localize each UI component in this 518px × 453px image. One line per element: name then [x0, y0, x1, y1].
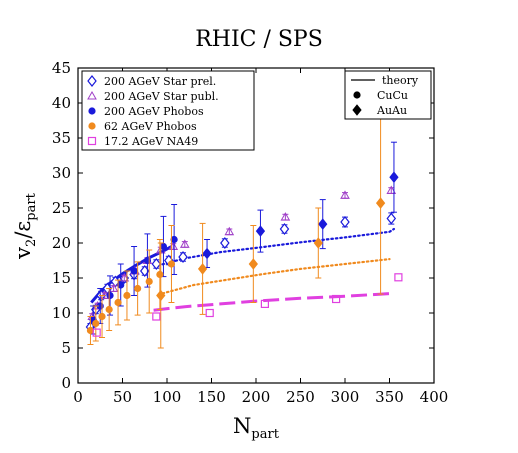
point-auau — [313, 237, 323, 249]
legend-box — [81, 70, 255, 151]
y-tick-label: 40 — [52, 94, 71, 112]
y-tick-label: 10 — [52, 304, 71, 322]
point-na49 — [260, 299, 269, 308]
axis-ticks: 0 50 100 150 200 250 300 350 400 0 5 10 15 20 25 30 35 40… — [52, 59, 448, 406]
legend-theory: theory CuCu AuAu — [344, 70, 432, 120]
point-auau — [156, 289, 166, 302]
theory-curves — [90, 227, 395, 312]
point-star-prel — [87, 75, 97, 87]
point-auau — [255, 225, 266, 237]
point-circle — [170, 235, 178, 244]
point-star-publ — [280, 212, 291, 221]
point-na49 — [205, 308, 214, 318]
point-star-prel — [178, 251, 188, 263]
point-na49 — [92, 328, 101, 337]
point-circle — [88, 107, 96, 115]
point-circle — [143, 256, 152, 265]
point-star-publ — [119, 272, 130, 282]
point-circle — [98, 312, 106, 321]
point-star-prel — [340, 216, 350, 228]
legend-label: 200 AGeV Star prel. — [104, 75, 216, 88]
point-na49 — [152, 312, 161, 321]
point-circle — [130, 267, 138, 275]
point-star-prel — [386, 212, 397, 225]
point-circle — [134, 284, 142, 293]
point-circle — [353, 91, 361, 99]
point-auau — [318, 218, 328, 230]
x-tick-label: 50 — [113, 388, 132, 406]
point-star-publ — [340, 190, 350, 199]
point-circle — [159, 242, 168, 251]
legend-label: 200 AGeV Star publ. — [104, 90, 219, 103]
point-na49 — [87, 136, 97, 146]
point-auau — [389, 171, 399, 184]
point-star-prel — [220, 237, 230, 249]
point-star-prel — [279, 223, 290, 235]
legend-theory-label: CuCu — [377, 89, 408, 102]
point-auau — [375, 197, 386, 209]
point-star-publ — [224, 226, 235, 236]
theory-curve — [157, 227, 395, 267]
point-circle — [106, 291, 114, 300]
legend: 200 AGeV Star prel. 200 AGeV Star publ. 20… — [81, 70, 255, 151]
point-circle — [105, 305, 113, 314]
point-circle — [145, 277, 153, 286]
x-tick-label: 0 — [73, 388, 83, 406]
data-marks — [85, 111, 403, 349]
point-auau — [202, 247, 212, 260]
x-tick-label: 400 — [420, 388, 449, 406]
point-circle — [117, 281, 125, 289]
legend-theory-label: AuAu — [376, 104, 407, 117]
x-tick-label: 100 — [153, 388, 182, 406]
y-tick-label: 5 — [61, 339, 71, 357]
x-axis-label: Npart — [233, 414, 280, 442]
point-star-publ — [87, 90, 97, 100]
point-circle — [92, 319, 100, 328]
y-tick-label: 45 — [52, 59, 71, 77]
y-tick-label: 0 — [61, 374, 71, 392]
point-na49 — [394, 273, 403, 282]
point-auau — [352, 104, 362, 116]
y-axis-label: v2/εpart — [11, 192, 39, 259]
point-circle — [88, 122, 96, 130]
legend-label: 17.2 AGeV NA49 — [104, 135, 198, 148]
y-tick-label: 15 — [52, 269, 71, 287]
x-tick-label: 200 — [242, 388, 271, 406]
point-na49 — [332, 294, 341, 304]
point-circle — [114, 298, 122, 307]
x-tick-label: 350 — [375, 388, 404, 406]
point-star-publ — [179, 239, 190, 248]
point-auau — [197, 263, 208, 275]
point-auau — [248, 258, 258, 270]
chart-title: RHIC / SPS — [195, 27, 323, 52]
point-circle — [86, 326, 95, 335]
point-star-prel — [151, 258, 162, 270]
y-tick-label: 30 — [52, 164, 71, 182]
point-circle — [123, 291, 131, 300]
theory-curve — [161, 258, 391, 295]
legend-label: 62 AGeV Phobos — [104, 120, 197, 133]
y-tick-label: 35 — [52, 129, 71, 147]
theory-curve — [153, 291, 394, 312]
point-circle — [156, 270, 164, 279]
y-tick-label: 25 — [52, 199, 71, 217]
point-star-publ — [386, 185, 397, 194]
x-tick-label: 250 — [286, 388, 315, 406]
point-circle — [167, 260, 176, 268]
y-tick-label: 20 — [52, 234, 71, 252]
x-tick-label: 150 — [197, 388, 226, 406]
x-tick-label: 300 — [331, 388, 360, 406]
legend-theory-label: theory — [382, 74, 419, 87]
legend-label: 200 AGeV Phobos — [104, 105, 204, 118]
